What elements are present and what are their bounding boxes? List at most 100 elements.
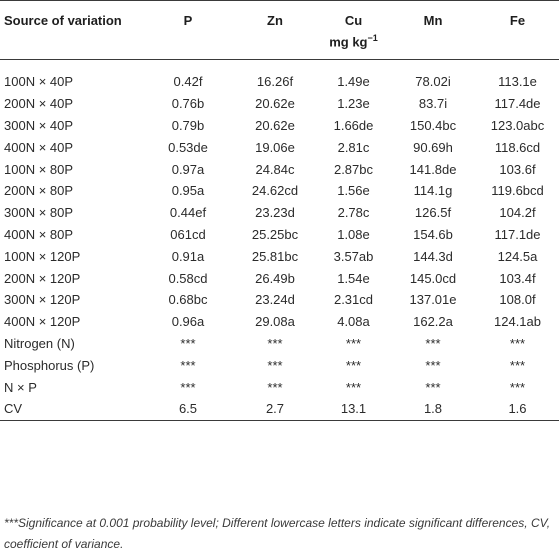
table-cell: 16.26f [256, 74, 294, 90]
table-cell: 0.44ef [169, 205, 207, 221]
table-cell: 114.1g [413, 183, 453, 199]
table-cell: 113.1e [498, 74, 537, 90]
table-cell: *** [425, 357, 441, 373]
table-cell: 154.6b [413, 226, 453, 242]
table-cell: 2.81c [337, 139, 370, 155]
table-cell: 124.5a [497, 248, 538, 264]
table-cell: 119.6bcd [491, 183, 544, 199]
row-label: 200N × 120P [4, 270, 81, 286]
table-cell: 0.91a [171, 248, 205, 264]
table-cell: 1.66de [333, 117, 374, 133]
table-cell: 162.2a [413, 314, 453, 330]
table-cell: 1.6 [476, 397, 559, 421]
table-cell: 118.6cd [494, 139, 541, 155]
table-cell: 104.2f [499, 205, 536, 221]
table-cell: *** [267, 335, 283, 351]
row-label: 200N × 80P [4, 183, 74, 199]
table-row: Nitrogen (N) *** *** *** *** *** [0, 333, 559, 355]
table-cell: 23.23d [255, 205, 295, 221]
table-row: 300N × 40P 0.79b 20.62e 1.66de 150.4bc 123.0a… [0, 115, 559, 137]
table-cell: 25.81bc [251, 248, 299, 264]
table-cell: *** [345, 379, 362, 395]
row-label: 300N × 40P [4, 117, 74, 133]
table-cell: 0.79b [171, 117, 205, 133]
table-cell: *** [509, 357, 526, 373]
table-cell: 103.6f [499, 161, 536, 177]
table-cell: 108.0f [499, 292, 536, 308]
table-cell: 13.1 [317, 397, 390, 421]
table-row: 300N × 80P 0.44ef 23.23d 2.78c 126.5f 104.2f [0, 202, 559, 224]
table-cell: 103.4f [499, 270, 536, 286]
table-cell: 123.0abc [490, 117, 545, 133]
table-cell: 0.58cd [168, 270, 208, 286]
table-cell: 23.24d [255, 292, 295, 308]
header-source: Source of variation [0, 0, 143, 33]
table-row: CV 6.5 2.7 13.1 1.8 1.6 [0, 397, 559, 421]
table-cell: *** [180, 379, 196, 395]
table-cell: 2.7 [233, 397, 317, 421]
row-label: 100N × 40P [4, 74, 74, 90]
table-body: 100N × 40P 0.42f 16.26f 1.49e 78.02i 113.1e 20… [0, 60, 559, 421]
table-cell: 20.62e [255, 117, 295, 133]
header-fe: Fe [476, 0, 559, 33]
table-cell: 24.62cd [251, 183, 299, 199]
table-cell: 145.0cd [409, 270, 457, 286]
table-cell: *** [345, 335, 362, 351]
table-cell: 83.7i [418, 96, 448, 112]
table-row: 200N × 40P 0.76b 20.62e 1.23e 83.7i 117.4de [0, 93, 559, 115]
table-cell: *** [425, 335, 441, 351]
row-label: 100N × 80P [4, 161, 74, 177]
table-cell: 141.8de [409, 161, 457, 177]
table-row: 100N × 40P 0.42f 16.26f 1.49e 78.02i 113.1e [0, 60, 559, 93]
table-row: 200N × 80P 0.95a 24.62cd 1.56e 114.1g 119.6bc… [0, 180, 559, 202]
table-cell: 061cd [170, 226, 206, 242]
header-zn: Zn [233, 0, 317, 33]
row-label: 200N × 40P [4, 96, 74, 112]
table-row: N × P *** *** *** *** *** [0, 376, 559, 398]
row-label: 400N × 120P [4, 314, 81, 330]
table-cell: 0.95a [171, 183, 205, 199]
table-cell: 0.53de [168, 139, 208, 155]
table-cell: 20.62e [255, 96, 295, 112]
row-label: 100N × 120P [4, 248, 81, 264]
row-label: Phosphorus (P) [4, 357, 95, 373]
table-cell: *** [267, 357, 283, 373]
row-label: Nitrogen (N) [4, 335, 75, 351]
table-row: 300N × 120P 0.68bc 23.24d 2.31cd 137.01e 108.… [0, 289, 559, 311]
unit-exponent: −1 [367, 33, 378, 43]
table-cell: 2.31cd [333, 292, 374, 308]
table-row: Phosphorus (P) *** *** *** *** *** [0, 354, 559, 376]
table-cell: 24.84c [255, 161, 295, 177]
table-cell: 117.1de [494, 226, 541, 242]
table-cell: 117.4de [494, 96, 541, 112]
table-cell: *** [180, 357, 196, 373]
results-table: Source of variation P Zn Cu Mn Fe mg kg−… [0, 0, 559, 421]
unit-label: mg kg−1 [317, 33, 390, 60]
table-cell: 29.08a [255, 314, 295, 330]
table-cell: 3.57ab [333, 248, 374, 264]
table-cell: 144.3d [413, 248, 453, 264]
row-label: CV [0, 397, 143, 421]
table-cell: *** [345, 357, 362, 373]
table-cell: 0.97a [171, 161, 205, 177]
table-cell: 137.01e [409, 292, 457, 308]
table-cell: 1.49e [337, 74, 370, 90]
row-label: 400N × 40P [4, 139, 74, 155]
table-cell: 2.78c [337, 205, 370, 221]
table-cell: *** [267, 379, 283, 395]
table-cell: 0.76b [171, 96, 205, 112]
table-cell: *** [509, 335, 526, 351]
row-label: 300N × 80P [4, 205, 74, 221]
table-cell: 26.49b [255, 270, 295, 286]
table-cell: 1.54e [337, 270, 370, 286]
table-cell: 6.5 [143, 397, 233, 421]
table-cell: 150.4bc [409, 117, 457, 133]
table-row: 400N × 80P 061cd 25.25bc 1.08e 154.6b 117.1de [0, 224, 559, 246]
header-mn: Mn [390, 0, 476, 33]
table-row: 100N × 80P 0.97a 24.84c 2.87bc 141.8de 103.6f [0, 158, 559, 180]
table-row: 400N × 40P 0.53de 19.06e 2.81c 90.69h 118.6cd [0, 136, 559, 158]
table-cell: 1.56e [337, 183, 370, 199]
table-footnote: ***Significance at 0.001 probability lev… [4, 516, 551, 551]
row-label: 400N × 80P [4, 226, 74, 242]
